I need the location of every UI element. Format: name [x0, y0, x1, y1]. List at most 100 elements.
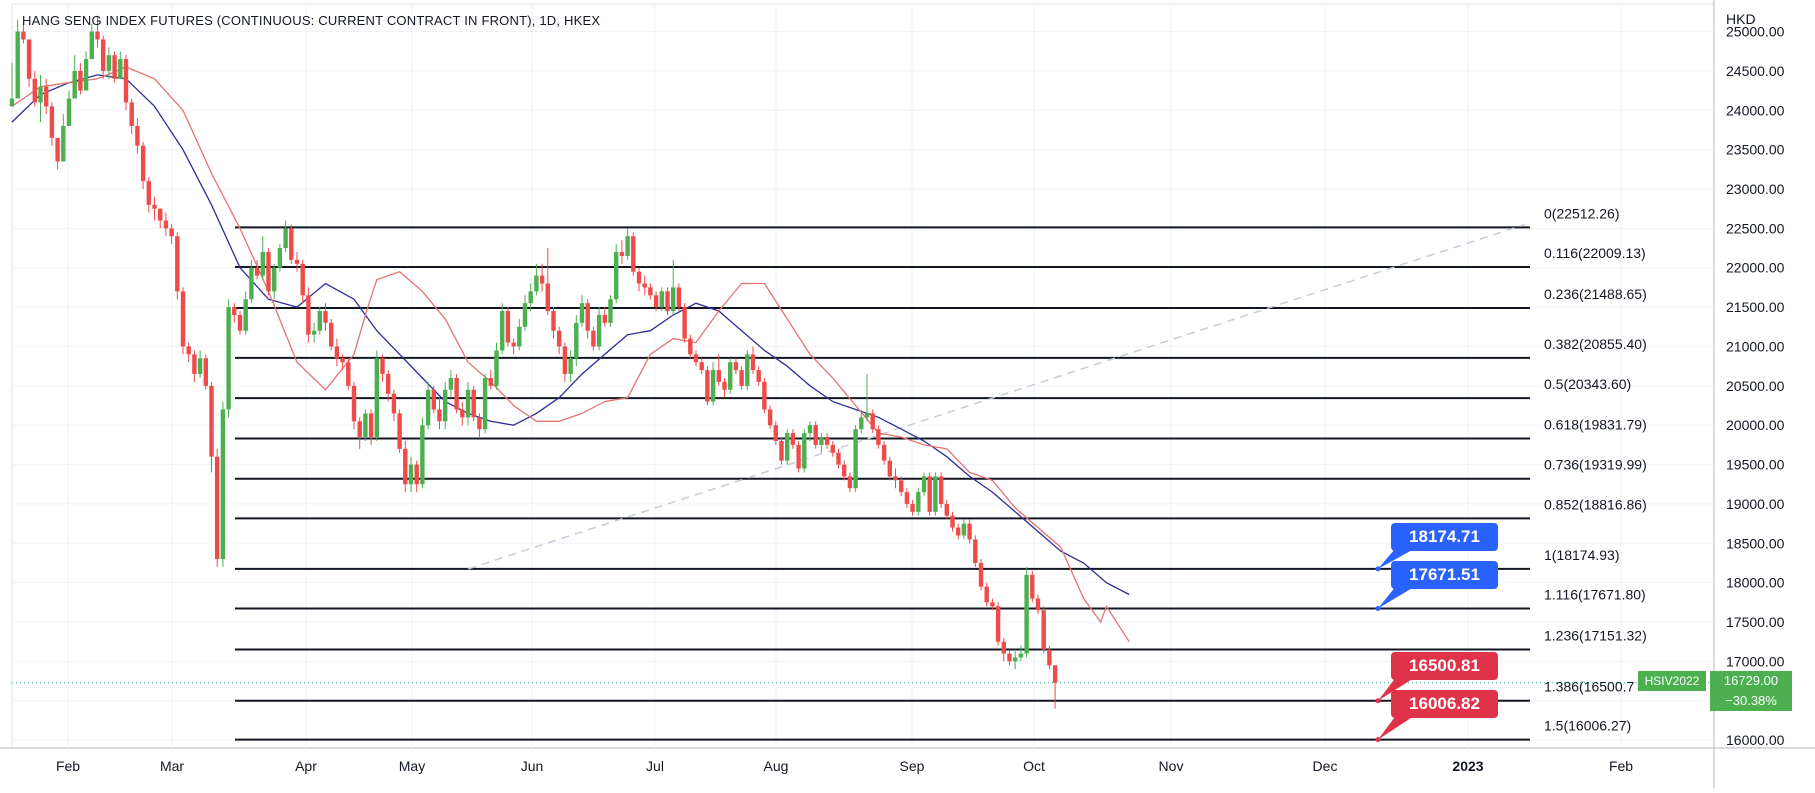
candle-body — [351, 385, 357, 422]
candle-body — [990, 602, 995, 607]
x-tick-label: Jul — [646, 758, 664, 774]
moving-average-fast — [11, 66, 1130, 643]
candle-body — [904, 492, 910, 504]
candle-body — [425, 389, 431, 426]
candle-body — [186, 346, 191, 355]
price-label-tag[interactable]: 17671.51 — [1391, 561, 1498, 589]
candle-body — [591, 330, 596, 347]
candle-body — [368, 413, 374, 438]
candle-body — [232, 307, 237, 315]
candle-body — [978, 562, 984, 587]
candle-body — [454, 377, 459, 410]
moving-average-slow — [11, 74, 1130, 596]
candle-body — [180, 291, 186, 347]
candle-body — [933, 476, 938, 512]
fib-level-label: 0.736(19319.99) — [1544, 457, 1647, 473]
candle-body — [693, 354, 699, 363]
candle-body — [391, 393, 397, 414]
candle-body — [317, 311, 322, 331]
candle-body — [380, 358, 385, 375]
candle-body — [32, 78, 37, 103]
y-tick-label: 23000.00 — [1726, 181, 1785, 197]
x-tick-label: Sep — [900, 758, 925, 774]
price-label-tag[interactable]: 16006.82 — [1391, 690, 1498, 718]
chart-title: HANG SENG INDEX FUTURES (CONTINUOUS: CUR… — [22, 13, 601, 28]
candle-body — [864, 413, 870, 418]
candle-body — [705, 370, 710, 402]
candle-body — [824, 437, 830, 445]
candle-body — [995, 606, 1001, 642]
candle-body — [1007, 653, 1012, 662]
x-tick-label: May — [399, 758, 425, 774]
candle-body — [397, 413, 402, 449]
candle-body — [49, 106, 55, 138]
fib-level-label: 1.5(16006.27) — [1544, 718, 1631, 734]
fib-level-label: 0(22512.26) — [1544, 205, 1620, 221]
candle-body — [596, 314, 602, 347]
candle-body — [443, 389, 448, 422]
fib-level-label: 1.386(16500.7 — [1544, 679, 1635, 695]
candle-body — [631, 236, 636, 272]
candle-body — [973, 539, 978, 563]
y-tick-label: 24000.00 — [1726, 102, 1785, 118]
candle-body — [967, 523, 972, 540]
candle-body — [551, 311, 556, 331]
candle-body — [254, 267, 260, 276]
candle-body — [568, 358, 573, 375]
candle-body — [408, 464, 414, 485]
price-label-tag[interactable]: 16500.81 — [1391, 652, 1498, 680]
candle-body — [1013, 657, 1018, 662]
candle-body — [95, 31, 100, 40]
y-tick-label: 25000.00 — [1726, 24, 1785, 40]
candle-body — [950, 515, 955, 528]
price-label-tag[interactable]: 18174.71 — [1391, 523, 1498, 551]
candle-body — [785, 433, 790, 461]
candle-body — [545, 283, 550, 312]
candle-body — [876, 429, 881, 445]
candle-body — [118, 59, 123, 79]
price-label-anchor — [1375, 737, 1381, 743]
y-tick-label: 16000.00 — [1726, 732, 1785, 748]
candle-body — [175, 236, 180, 292]
candle-body — [289, 228, 294, 260]
y-tick-label: 19000.00 — [1726, 496, 1785, 512]
candle-body — [403, 448, 408, 485]
candle-body — [699, 362, 704, 371]
candle-body — [146, 181, 151, 205]
fib-level-label: 0.236(21488.65) — [1544, 286, 1647, 302]
candle-body — [311, 330, 317, 335]
candle-body — [602, 314, 607, 323]
candle-body — [163, 220, 169, 229]
candle-body — [1024, 574, 1029, 654]
candle-body — [927, 476, 932, 512]
candle-body — [500, 311, 505, 351]
candle-body — [807, 425, 813, 434]
y-tick-label: 17000.00 — [1726, 653, 1785, 669]
candle-body — [899, 480, 904, 493]
candle-body — [448, 377, 454, 390]
candle-body — [294, 259, 300, 264]
candle-body — [539, 275, 545, 284]
candle-body — [243, 299, 248, 331]
candle-body — [642, 283, 647, 288]
candle-body — [625, 236, 630, 256]
candle-body — [1035, 598, 1041, 611]
candle-body — [842, 464, 847, 477]
y-tick-label: 21000.00 — [1726, 338, 1785, 354]
candle-body — [334, 346, 340, 359]
candle-body — [585, 303, 590, 331]
y-tick-label: 22000.00 — [1726, 260, 1785, 276]
candle-body — [494, 350, 499, 386]
y-tick-label: 22500.00 — [1726, 220, 1785, 236]
candle-body — [910, 503, 915, 512]
candle-body — [653, 295, 659, 308]
candle-body — [984, 586, 989, 603]
candle-body — [579, 303, 585, 323]
candle-body — [237, 314, 243, 331]
x-tick-label: 2023 — [1452, 758, 1483, 774]
candle-body — [220, 409, 226, 560]
candle-body — [796, 444, 801, 469]
candle-body — [921, 476, 927, 493]
candle-body — [55, 137, 60, 162]
